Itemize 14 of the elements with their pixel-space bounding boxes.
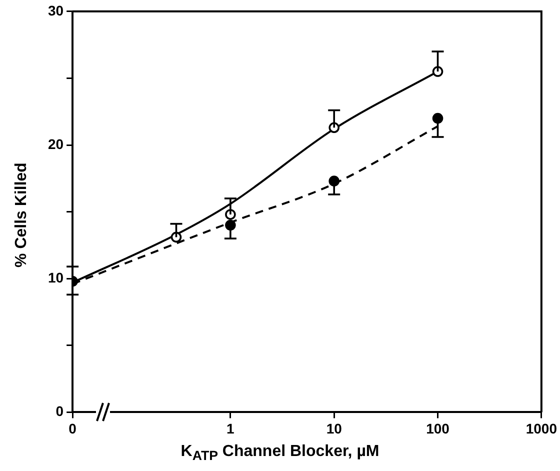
x-tick-label: 100 bbox=[426, 420, 450, 436]
point bbox=[225, 220, 236, 231]
x-axis-title: K$_{ATP}$ Channel Blocker, µM bbox=[180, 443, 380, 464]
y-tick-label: 0 bbox=[56, 403, 64, 420]
y-tick-label: 10 bbox=[48, 269, 64, 286]
x-tick-label: 0 bbox=[68, 420, 77, 436]
point bbox=[432, 112, 444, 124]
point bbox=[328, 176, 340, 186]
y-tick-label: 20 bbox=[48, 136, 64, 152]
y-axis-title: % Cells Killed bbox=[13, 162, 31, 268]
x-tick-label: 1000 bbox=[526, 420, 558, 436]
x-tick-label: 10 bbox=[326, 420, 342, 436]
y-tick-label: 30 bbox=[48, 2, 64, 18]
x-tick-label: 1 bbox=[226, 420, 235, 436]
